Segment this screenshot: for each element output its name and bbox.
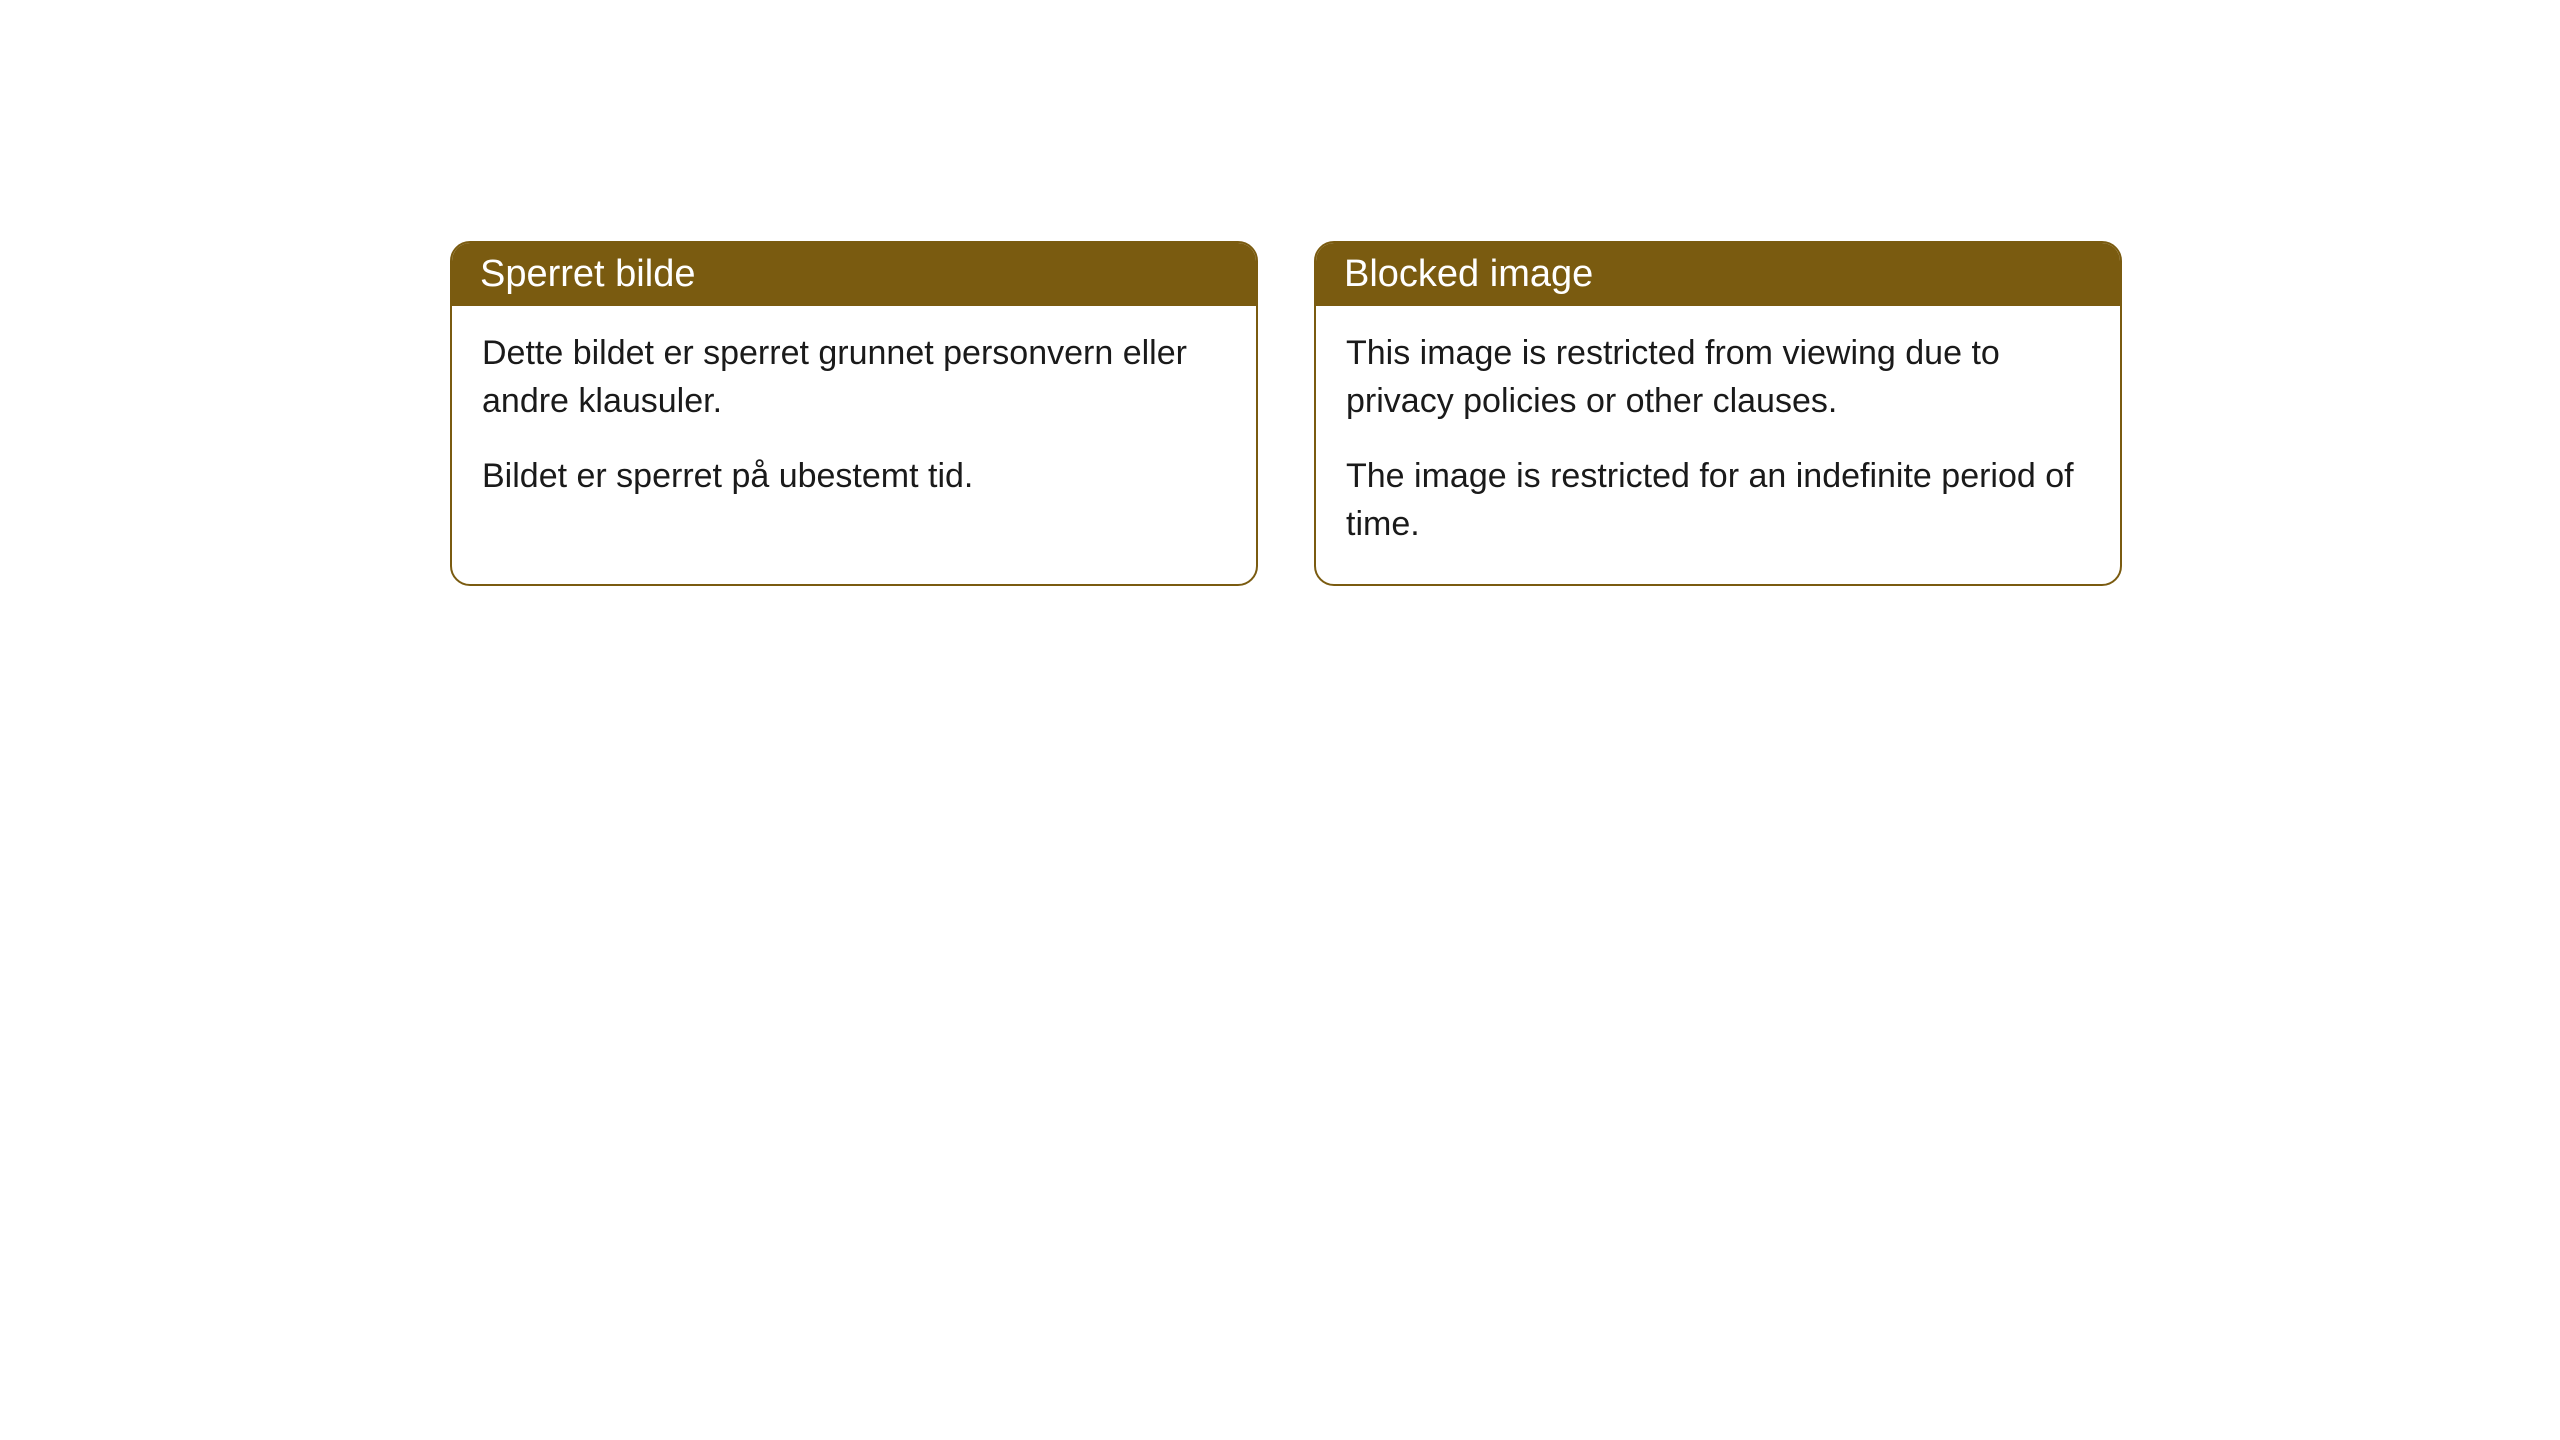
card-body: This image is restricted from viewing du… [1316, 306, 2120, 584]
card-paragraph: This image is restricted from viewing du… [1346, 330, 2090, 425]
card-title: Sperret bilde [480, 253, 695, 295]
card-title: Blocked image [1344, 253, 1593, 295]
card-paragraph: Dette bildet er sperret grunnet personve… [482, 330, 1226, 425]
card-body: Dette bildet er sperret grunnet personve… [452, 306, 1256, 537]
card-paragraph: Bildet er sperret på ubestemt tid. [482, 453, 1226, 501]
notice-card-norwegian: Sperret bilde Dette bildet er sperret gr… [450, 241, 1258, 586]
notice-card-english: Blocked image This image is restricted f… [1314, 241, 2122, 586]
notice-cards-container: Sperret bilde Dette bildet er sperret gr… [450, 241, 2122, 586]
card-paragraph: The image is restricted for an indefinit… [1346, 453, 2090, 548]
card-header: Blocked image [1316, 243, 2120, 306]
card-header: Sperret bilde [452, 243, 1256, 306]
